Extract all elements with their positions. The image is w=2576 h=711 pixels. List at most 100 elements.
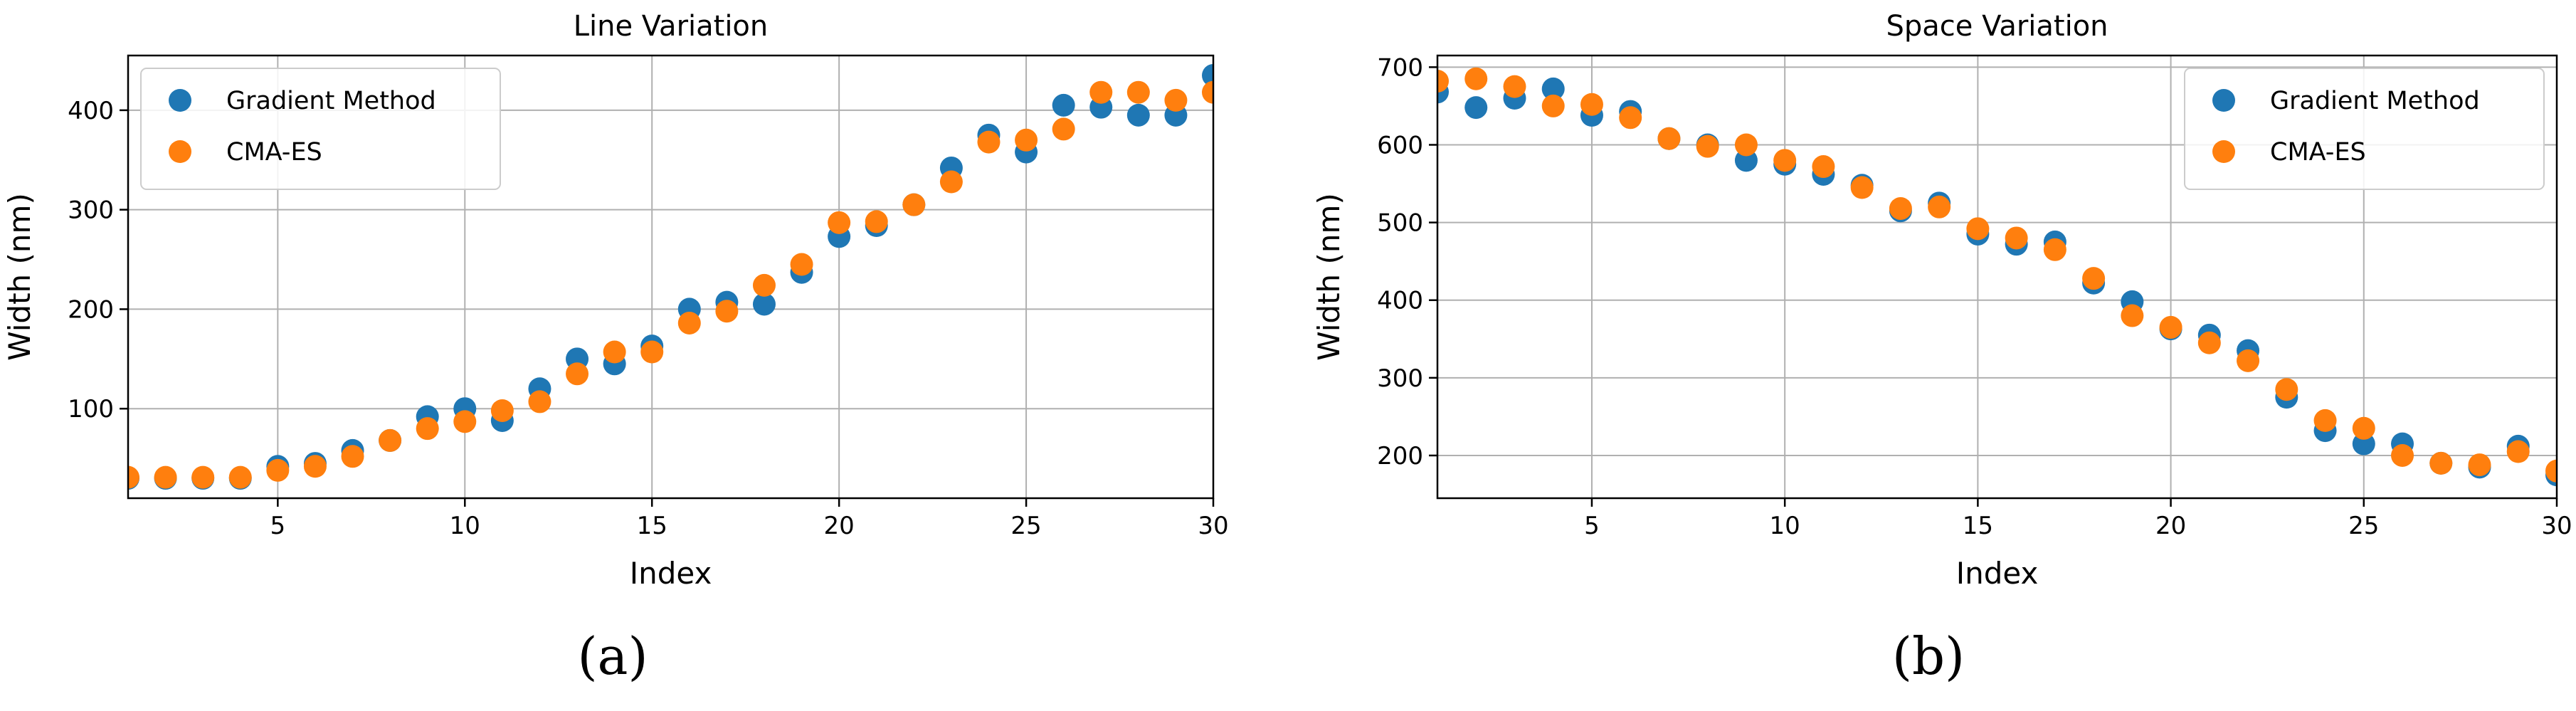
cma-es-point bbox=[128, 465, 139, 489]
x-tick-label: 10 bbox=[450, 512, 480, 540]
cma-es-point bbox=[1437, 70, 1449, 93]
cma-es-point bbox=[640, 340, 664, 364]
cma-es-legend-marker bbox=[2212, 140, 2235, 163]
cma-es-point bbox=[2237, 349, 2260, 372]
cma-es-point bbox=[2545, 459, 2557, 483]
y-tick-label: 700 bbox=[1377, 53, 1423, 82]
cma-es-point bbox=[1696, 135, 1719, 158]
gradient-method-point bbox=[752, 293, 776, 316]
cma-es-point bbox=[1734, 133, 1758, 157]
y-tick-label: 400 bbox=[1377, 287, 1423, 315]
y-tick-label: 400 bbox=[68, 97, 114, 125]
legend: Gradient Method CMA-ES bbox=[2184, 68, 2545, 190]
cma-es-point bbox=[2197, 331, 2221, 354]
cma-es-point bbox=[2043, 238, 2066, 261]
cma-es-point bbox=[416, 417, 439, 441]
cma-es-point bbox=[1580, 93, 1603, 116]
cma-es-point bbox=[1089, 80, 1113, 104]
gradient-method-legend-marker bbox=[2212, 89, 2235, 112]
cma-es-point bbox=[1015, 128, 1038, 152]
scatter-points bbox=[1437, 67, 2557, 487]
cma-es-legend-label: CMA-ES bbox=[2270, 138, 2366, 167]
y-tick-label: 500 bbox=[1377, 209, 1423, 238]
cma-es-point bbox=[228, 465, 252, 489]
x-tick-label: 30 bbox=[2541, 512, 2572, 540]
x-tick-label: 10 bbox=[1770, 512, 1800, 540]
x-tick-label: 15 bbox=[637, 512, 667, 540]
cma-es-point bbox=[1966, 217, 1990, 241]
chart-panel-a: 5 10 15 20 25 30 100 200 300 400 Line Variation Ind… bbox=[2, 10, 1229, 686]
y-tick-label: 300 bbox=[68, 196, 114, 225]
cma-es-point bbox=[1503, 75, 1526, 98]
cma-es-point bbox=[1541, 94, 1565, 117]
cma-es-point bbox=[603, 340, 626, 364]
cma-es-point bbox=[154, 465, 177, 489]
plot-frame bbox=[127, 54, 1215, 500]
legend-box bbox=[2184, 68, 2545, 190]
y-tick-label: 300 bbox=[1377, 364, 1423, 393]
panel-caption-b: (b) bbox=[1891, 626, 1965, 686]
y-axis-label: Width (nm) bbox=[1311, 193, 1346, 361]
x-tick-label: 5 bbox=[270, 512, 286, 540]
gradient-method-legend-label: Gradient Method bbox=[2270, 87, 2480, 115]
y-axis-label: Width (nm) bbox=[2, 193, 37, 361]
cma-es-point bbox=[490, 399, 514, 422]
cma-es-point bbox=[453, 410, 477, 433]
cma-es-point bbox=[2082, 267, 2106, 290]
cma-es-point bbox=[865, 210, 888, 233]
cma-es-point bbox=[2159, 315, 2182, 339]
cma-es-point bbox=[1657, 127, 1681, 150]
gradient-method-point bbox=[1052, 93, 1075, 117]
gradient-method-legend-marker bbox=[169, 89, 191, 112]
gradient-method-point bbox=[1464, 96, 1488, 120]
panel-caption-a: (a) bbox=[577, 626, 648, 686]
gradient-method-legend-label: Gradient Method bbox=[226, 87, 436, 115]
cma-es-point bbox=[1464, 67, 1488, 90]
cma-es-point bbox=[1052, 117, 1075, 141]
cma-es-point bbox=[341, 445, 364, 468]
cma-es-point bbox=[2121, 304, 2144, 327]
cma-es-point bbox=[1202, 80, 1213, 104]
cma-es-point bbox=[939, 170, 963, 194]
cma-es-point bbox=[1928, 195, 1951, 218]
legend-box bbox=[140, 68, 501, 190]
plot-frame bbox=[1436, 54, 2558, 500]
cma-es-point bbox=[379, 428, 402, 452]
y-tick-label: 200 bbox=[68, 295, 114, 324]
cma-es-point bbox=[1164, 88, 1188, 112]
x-tick-label: 20 bbox=[824, 512, 855, 540]
cma-es-point bbox=[715, 300, 739, 323]
x-tick-label: 5 bbox=[1584, 512, 1600, 540]
cma-es-point bbox=[1773, 149, 1797, 172]
gradient-method-point bbox=[1202, 63, 1213, 87]
x-axis-label: Index bbox=[630, 556, 712, 591]
cma-es-point bbox=[828, 211, 851, 234]
cma-es-point bbox=[2275, 378, 2298, 401]
cma-es-point bbox=[303, 455, 327, 478]
y-tick-label: 200 bbox=[1377, 442, 1423, 470]
cma-es-point bbox=[1889, 196, 1912, 220]
cma-es-point bbox=[752, 273, 776, 297]
cma-es-point bbox=[677, 311, 701, 335]
space-variation-chart: 5 10 15 20 25 30 200 300 400 500 600 700 Space Varia… bbox=[1311, 10, 2572, 591]
cma-es-point bbox=[1619, 106, 1642, 130]
cma-es-point bbox=[2506, 440, 2530, 463]
chart-title: Line Variation bbox=[574, 10, 769, 43]
gradient-method-point bbox=[1126, 103, 1150, 127]
cma-es-point bbox=[1850, 176, 1874, 199]
gradient-method-point bbox=[1541, 77, 1565, 100]
cma-es-point bbox=[191, 465, 215, 489]
cma-es-point bbox=[2352, 416, 2375, 440]
line-variation-chart: 5 10 15 20 25 30 100 200 300 400 Line Variation Ind… bbox=[2, 10, 1229, 591]
x-tick-label: 25 bbox=[2348, 512, 2379, 540]
cma-es-point bbox=[977, 130, 1001, 154]
cma-es-legend-label: CMA-ES bbox=[226, 138, 322, 167]
chart-panel-b: 5 10 15 20 25 30 200 300 400 500 600 700 Space Varia… bbox=[1288, 0, 2576, 711]
x-tick-label: 30 bbox=[1198, 512, 1228, 540]
cma-es-point bbox=[2429, 451, 2453, 475]
chart-title: Space Variation bbox=[1886, 10, 2108, 43]
x-tick-label: 15 bbox=[1963, 512, 1993, 540]
cma-es-legend-marker bbox=[169, 140, 191, 163]
y-tick-label: 600 bbox=[1377, 131, 1423, 159]
cma-es-point bbox=[2391, 443, 2414, 467]
